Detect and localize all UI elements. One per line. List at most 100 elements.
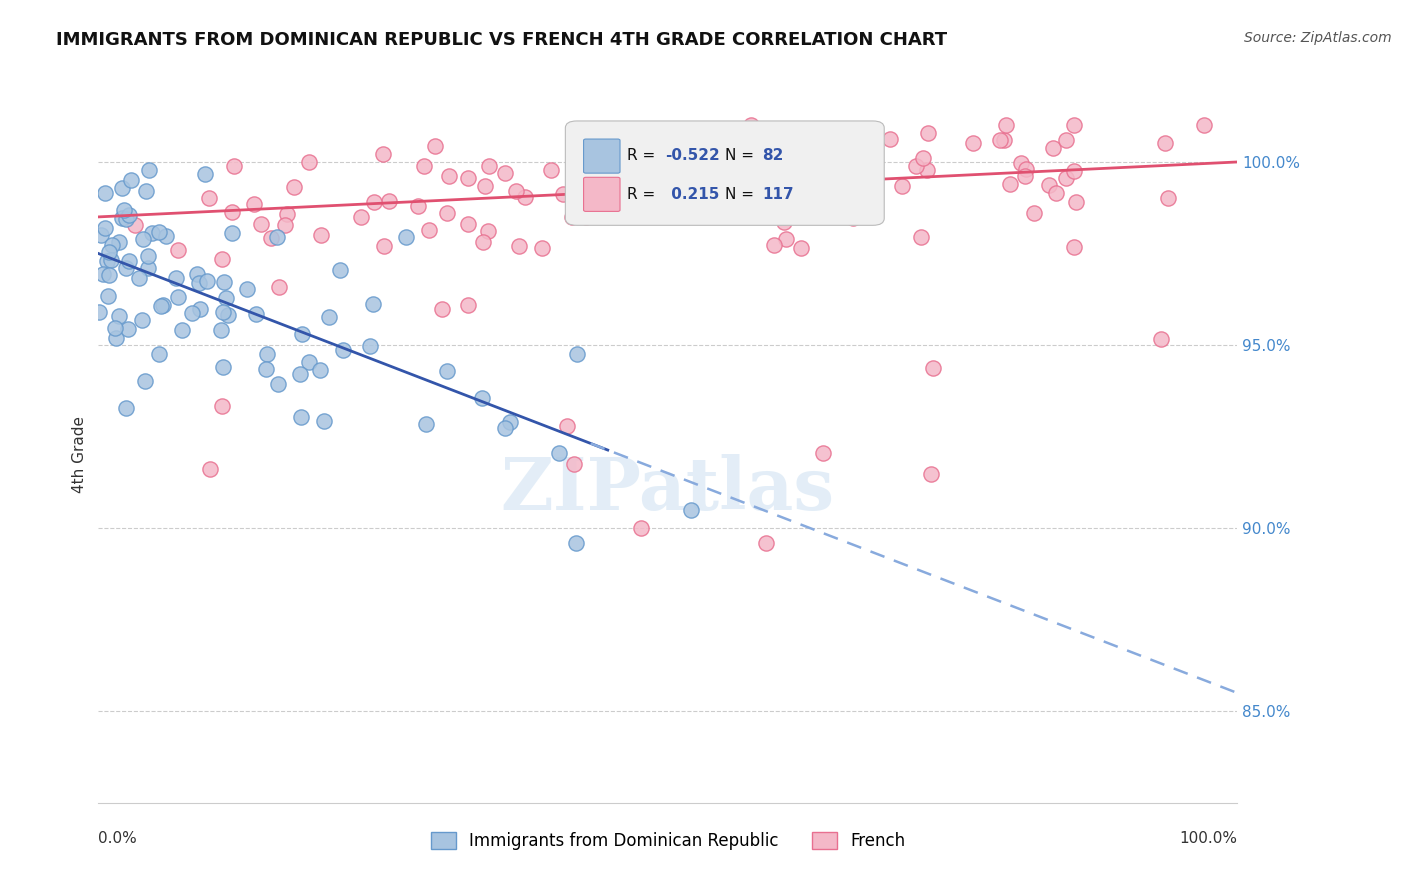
Point bbox=[994, 119, 1017, 133]
Point bbox=[716, 165, 738, 179]
Text: 82: 82 bbox=[762, 148, 783, 163]
Point bbox=[359, 339, 381, 353]
Point bbox=[329, 262, 352, 277]
Point bbox=[245, 307, 267, 321]
Point bbox=[217, 309, 239, 323]
Point bbox=[499, 416, 522, 430]
Point bbox=[112, 203, 135, 218]
Point bbox=[276, 207, 298, 221]
Point bbox=[562, 169, 585, 183]
Point bbox=[993, 133, 1015, 147]
Point bbox=[155, 229, 177, 244]
Point bbox=[136, 260, 159, 275]
Text: IMMIGRANTS FROM DOMINICAN REPUBLIC VS FRENCH 4TH GRADE CORRELATION CHART: IMMIGRANTS FROM DOMINICAN REPUBLIC VS FR… bbox=[56, 31, 948, 49]
Point bbox=[644, 191, 666, 205]
Text: 0.215: 0.215 bbox=[665, 187, 718, 202]
Point bbox=[477, 159, 499, 173]
Point bbox=[505, 184, 527, 198]
Point bbox=[775, 203, 797, 218]
Point bbox=[437, 169, 460, 183]
Point bbox=[477, 224, 499, 238]
Point bbox=[350, 210, 373, 224]
Point bbox=[1014, 169, 1036, 183]
Point bbox=[212, 360, 235, 375]
Point bbox=[457, 170, 479, 185]
Point bbox=[332, 343, 354, 357]
Point bbox=[98, 245, 121, 260]
Point bbox=[575, 210, 598, 224]
Point bbox=[548, 446, 571, 460]
Point bbox=[657, 194, 679, 209]
Point bbox=[630, 520, 652, 534]
Point bbox=[180, 306, 202, 320]
Text: N =: N = bbox=[725, 187, 759, 202]
Point bbox=[108, 309, 131, 323]
Point bbox=[90, 227, 112, 242]
FancyBboxPatch shape bbox=[583, 178, 620, 211]
Point bbox=[148, 347, 170, 361]
Point bbox=[763, 238, 786, 252]
Point bbox=[555, 418, 578, 433]
Point bbox=[395, 230, 418, 244]
Point bbox=[211, 252, 233, 267]
Point bbox=[817, 204, 839, 219]
Point bbox=[755, 535, 778, 549]
Point bbox=[723, 176, 745, 190]
Point bbox=[110, 181, 132, 195]
Point bbox=[472, 235, 495, 250]
Point bbox=[578, 184, 600, 198]
Point bbox=[152, 297, 174, 311]
Point bbox=[221, 226, 243, 240]
Point bbox=[256, 347, 278, 361]
Point bbox=[97, 268, 120, 283]
Point bbox=[921, 361, 943, 376]
Point bbox=[436, 206, 458, 220]
Point bbox=[166, 243, 188, 257]
Point bbox=[790, 241, 813, 255]
Point bbox=[1045, 186, 1067, 201]
Point bbox=[471, 391, 494, 405]
Point bbox=[118, 254, 141, 268]
Point bbox=[1054, 133, 1077, 147]
Point bbox=[170, 323, 193, 337]
Point bbox=[309, 363, 332, 377]
Text: 117: 117 bbox=[762, 187, 794, 202]
Point bbox=[810, 150, 832, 164]
Point bbox=[565, 536, 588, 550]
Text: ZIPatlas: ZIPatlas bbox=[501, 454, 835, 525]
Point bbox=[198, 190, 221, 204]
Text: Source: ZipAtlas.com: Source: ZipAtlas.com bbox=[1244, 31, 1392, 45]
Legend: Immigrants from Dominican Republic, French: Immigrants from Dominican Republic, Fren… bbox=[423, 826, 912, 857]
Point bbox=[135, 184, 157, 198]
Point bbox=[309, 227, 332, 242]
Point bbox=[136, 249, 159, 263]
Point bbox=[91, 267, 114, 281]
Point bbox=[186, 267, 208, 281]
Point bbox=[572, 185, 595, 199]
Point bbox=[797, 183, 820, 197]
Point bbox=[266, 230, 288, 244]
Point bbox=[619, 178, 641, 192]
Text: 100.0%: 100.0% bbox=[1180, 830, 1237, 846]
Point bbox=[531, 241, 554, 255]
Point bbox=[149, 299, 172, 313]
Point bbox=[571, 194, 593, 208]
Point bbox=[740, 119, 762, 133]
Point bbox=[212, 305, 235, 319]
Point bbox=[1063, 240, 1085, 254]
Point bbox=[631, 185, 654, 199]
Point bbox=[905, 160, 928, 174]
Point bbox=[94, 220, 117, 235]
Point bbox=[844, 163, 866, 178]
Point bbox=[105, 331, 128, 345]
Point bbox=[408, 199, 430, 213]
Text: R =: R = bbox=[627, 148, 659, 163]
Point bbox=[1149, 332, 1171, 346]
Point bbox=[998, 177, 1021, 191]
Point bbox=[561, 210, 583, 224]
Point bbox=[879, 132, 901, 146]
Point bbox=[373, 239, 395, 253]
Point bbox=[1054, 171, 1077, 186]
Point bbox=[1064, 195, 1087, 210]
Point bbox=[804, 200, 827, 214]
